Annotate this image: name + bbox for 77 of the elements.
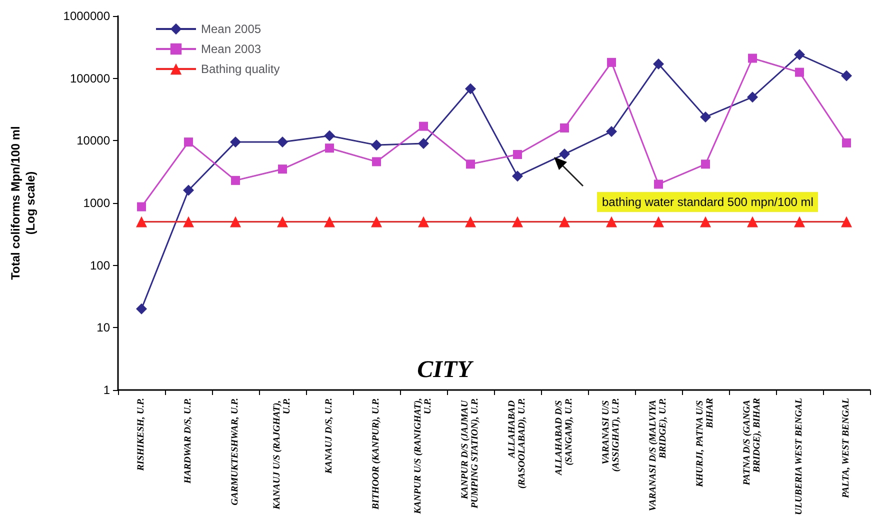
x-tick-label: KANPUR D/S (JAJMAU PUMPING STATION), U.P.	[460, 398, 480, 508]
point	[137, 202, 146, 212]
point	[559, 148, 570, 160]
point	[136, 216, 147, 228]
x-axis-title: CITY	[417, 357, 474, 383]
point	[277, 136, 288, 148]
point	[653, 216, 664, 228]
point	[325, 144, 334, 153]
y-tick-label: 1000000	[63, 9, 110, 23]
y-tick-label: 1000	[83, 196, 110, 210]
point	[701, 160, 710, 169]
point	[747, 216, 758, 228]
y-tick-label: 100000	[70, 71, 110, 86]
point	[371, 216, 382, 228]
point	[230, 136, 241, 148]
point	[607, 58, 616, 67]
point	[278, 164, 287, 174]
point	[559, 216, 570, 228]
point	[700, 111, 711, 122]
y-axis-title: Total coliforms Mpn/100 ml (Log scale)	[8, 126, 38, 280]
point	[324, 216, 335, 228]
y-tick-label: 1	[103, 383, 110, 397]
x-tick-label: PATNA D/S (GANGA BRIDGE), BIHAR	[742, 398, 762, 486]
y-tick-label: 100	[90, 258, 110, 272]
point	[465, 83, 476, 94]
point	[231, 176, 240, 185]
point	[136, 303, 147, 314]
point	[512, 170, 523, 182]
x-tick-label: ALLAHABAD D/S (SANGAM), U.P.	[554, 398, 574, 476]
x-tick-label: GARMUKTESHWAR, U.P.	[230, 398, 240, 506]
point	[184, 138, 193, 147]
point	[794, 49, 805, 60]
legend-label: Bathing quality	[201, 62, 280, 76]
x-tick-label: KHURJI, PATNA U/S BIHAR	[696, 398, 716, 488]
x-tick-label: VARANASI D/S (MALVIYA BRIDGE), U.P.	[648, 398, 668, 512]
x-tick-label: VARANASI U/S (ASSIGHAT), U.P.	[602, 398, 622, 472]
point	[700, 216, 711, 228]
legend-label: Mean 2003	[201, 42, 262, 56]
x-tick-label: PALTA, WEST BENGAL	[842, 398, 852, 498]
point	[606, 126, 617, 138]
point	[841, 216, 852, 228]
point	[512, 216, 523, 228]
y-tick-label: 10000	[76, 134, 110, 148]
point	[466, 160, 475, 169]
x-tick-label: HARDWAR D/S, U.P.	[184, 398, 194, 484]
x-tick-label: KANAUJ D/S, U.P.	[324, 398, 334, 475]
point	[418, 138, 429, 150]
point	[606, 216, 617, 228]
annotation: bathing water standard 500 mpn/100 ml	[597, 192, 818, 212]
point	[230, 216, 241, 228]
point	[183, 184, 194, 196]
point	[183, 216, 194, 228]
point	[795, 68, 804, 77]
point	[794, 216, 805, 228]
x-tick-label: BITHOOR (KANPUR), U.P.	[372, 398, 382, 510]
point	[418, 216, 429, 228]
point	[465, 216, 476, 228]
x-tick-label: RISHIKESH, U.P.	[136, 398, 146, 472]
point	[324, 130, 335, 142]
point	[654, 180, 663, 189]
y-tick-label: 10	[96, 320, 110, 335]
point	[653, 58, 664, 70]
point	[748, 54, 757, 63]
point	[277, 216, 288, 228]
point	[841, 70, 852, 82]
point	[371, 140, 382, 151]
point	[842, 138, 851, 148]
x-tick-label: ALLAHABAD (RASOOLABAD), U.P.	[508, 398, 528, 489]
x-tick-label: KANPUR U/S (RANIGHAT), U.P.	[414, 398, 434, 515]
point	[513, 150, 522, 159]
point	[372, 157, 381, 166]
point	[419, 122, 428, 131]
point	[747, 92, 758, 103]
x-tick-label: KANAUJ U/S (RAJGHAT), U.P.	[272, 398, 292, 510]
point	[560, 123, 569, 132]
legend-label: Mean 2005	[201, 22, 262, 36]
x-tick-label: ULUBERIA WEST BENGAL	[794, 398, 804, 516]
